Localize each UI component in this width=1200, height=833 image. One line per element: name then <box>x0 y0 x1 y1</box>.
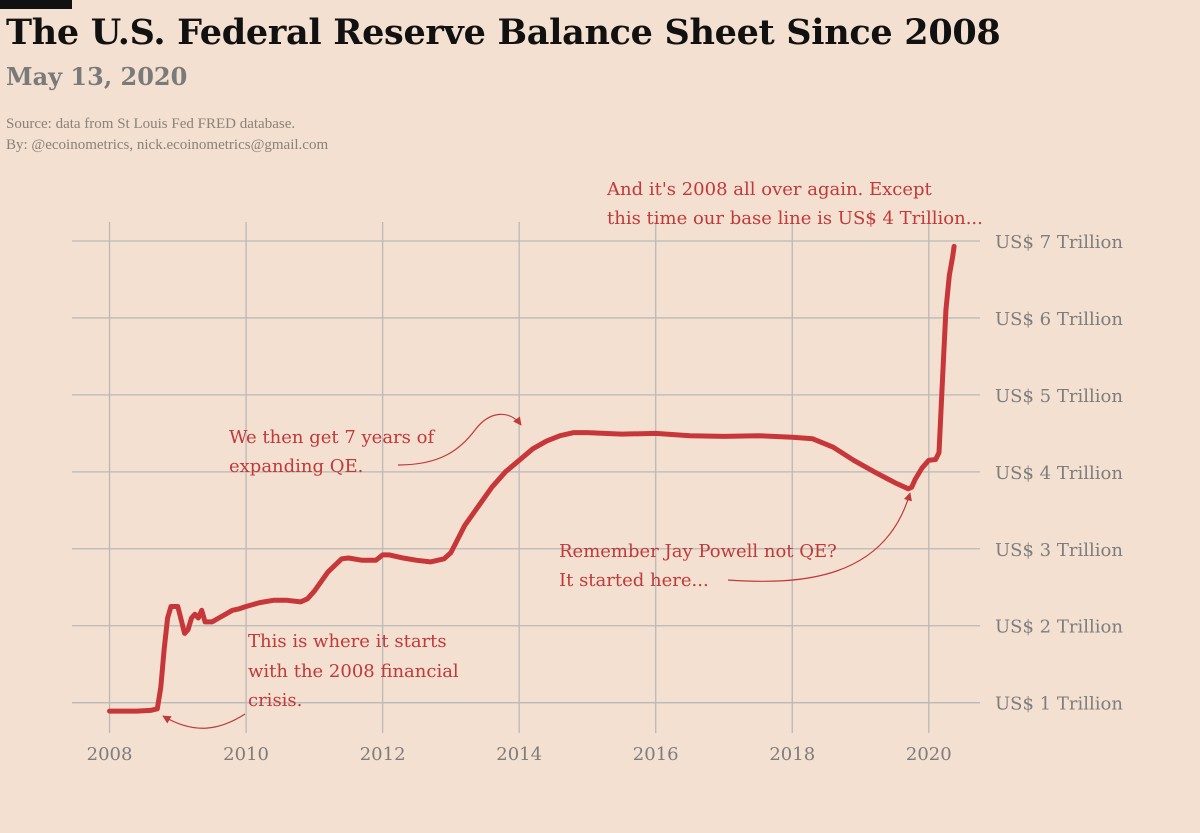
chart-date: May 13, 2020 <box>6 62 188 91</box>
chart-title: The U.S. Federal Reserve Balance Sheet S… <box>6 12 1001 53</box>
y-tick-label: US$ 5 Trillion <box>995 386 1123 407</box>
annotation-jay-powell: Remember Jay Powell not QE? It started h… <box>559 541 843 591</box>
grid-lines <box>72 222 980 733</box>
axis-tick-labels: US$ 1 Trillion US$ 2 Trillion US$ 3 Trilli… <box>87 232 1124 765</box>
top-accent-bar <box>0 0 72 9</box>
annotations: This is where it starts with the 2008 fi… <box>229 179 983 711</box>
arrow-jay-powell <box>727 492 912 582</box>
x-tick-label: 2020 <box>906 744 952 765</box>
arrow-qe-years <box>397 413 522 466</box>
annotation-qe-years: We then get 7 years of expanding QE. <box>229 427 440 477</box>
x-tick-label: 2012 <box>360 744 406 765</box>
y-tick-label: US$ 1 Trillion <box>995 694 1123 715</box>
y-tick-label: US$ 4 Trillion <box>995 463 1123 484</box>
x-tick-label: 2016 <box>633 744 679 765</box>
arrow-2008-crisis <box>162 713 246 729</box>
annotation-2008-crisis: This is where it starts with the 2008 fi… <box>248 631 464 711</box>
y-tick-label: US$ 6 Trillion <box>995 309 1123 330</box>
byline-note: By: @ecoinometrics, nick.ecoinometrics@g… <box>6 137 329 153</box>
x-tick-label: 2010 <box>223 744 269 765</box>
source-note: Source: data from St Louis Fed FRED data… <box>6 116 296 132</box>
annotation-2020: And it's 2008 all over again. Except thi… <box>606 179 983 229</box>
balance-sheet-line <box>107 243 957 714</box>
x-tick-label: 2008 <box>87 744 133 765</box>
y-tick-label: US$ 3 Trillion <box>995 540 1123 561</box>
y-tick-label: US$ 2 Trillion <box>995 617 1123 638</box>
x-tick-label: 2014 <box>496 744 542 765</box>
annotation-arrows <box>162 413 912 729</box>
x-tick-label: 2018 <box>769 744 815 765</box>
y-tick-label: US$ 7 Trillion <box>995 232 1123 253</box>
